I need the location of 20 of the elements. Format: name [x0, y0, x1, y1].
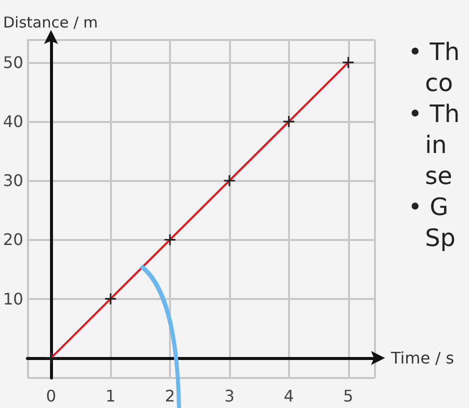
y-tick-label: 30	[3, 171, 24, 190]
x-tick-label: 0	[46, 386, 56, 406]
x-tick-label: 2	[164, 386, 176, 406]
y-tick-label: 10	[3, 289, 24, 308]
x-tick-label: 5	[343, 386, 354, 406]
text: • G	[408, 193, 448, 221]
y-tick-label: 50	[3, 52, 24, 72]
text: Sp	[425, 224, 456, 252]
x-tick-label: 3	[224, 386, 234, 406]
x-axis-title: Time / s	[390, 348, 454, 368]
x-tick-label: 1	[105, 386, 116, 406]
text: se	[425, 162, 452, 190]
text: in	[425, 131, 447, 159]
y-tick-label: 40	[3, 112, 24, 132]
text: • Th	[408, 100, 460, 128]
y-axis-title: Distance / m	[3, 14, 98, 32]
text: co	[425, 69, 453, 97]
x-tick-label: 4	[284, 386, 294, 406]
text: • Th	[408, 38, 460, 66]
y-tick-label: 20	[3, 230, 24, 250]
